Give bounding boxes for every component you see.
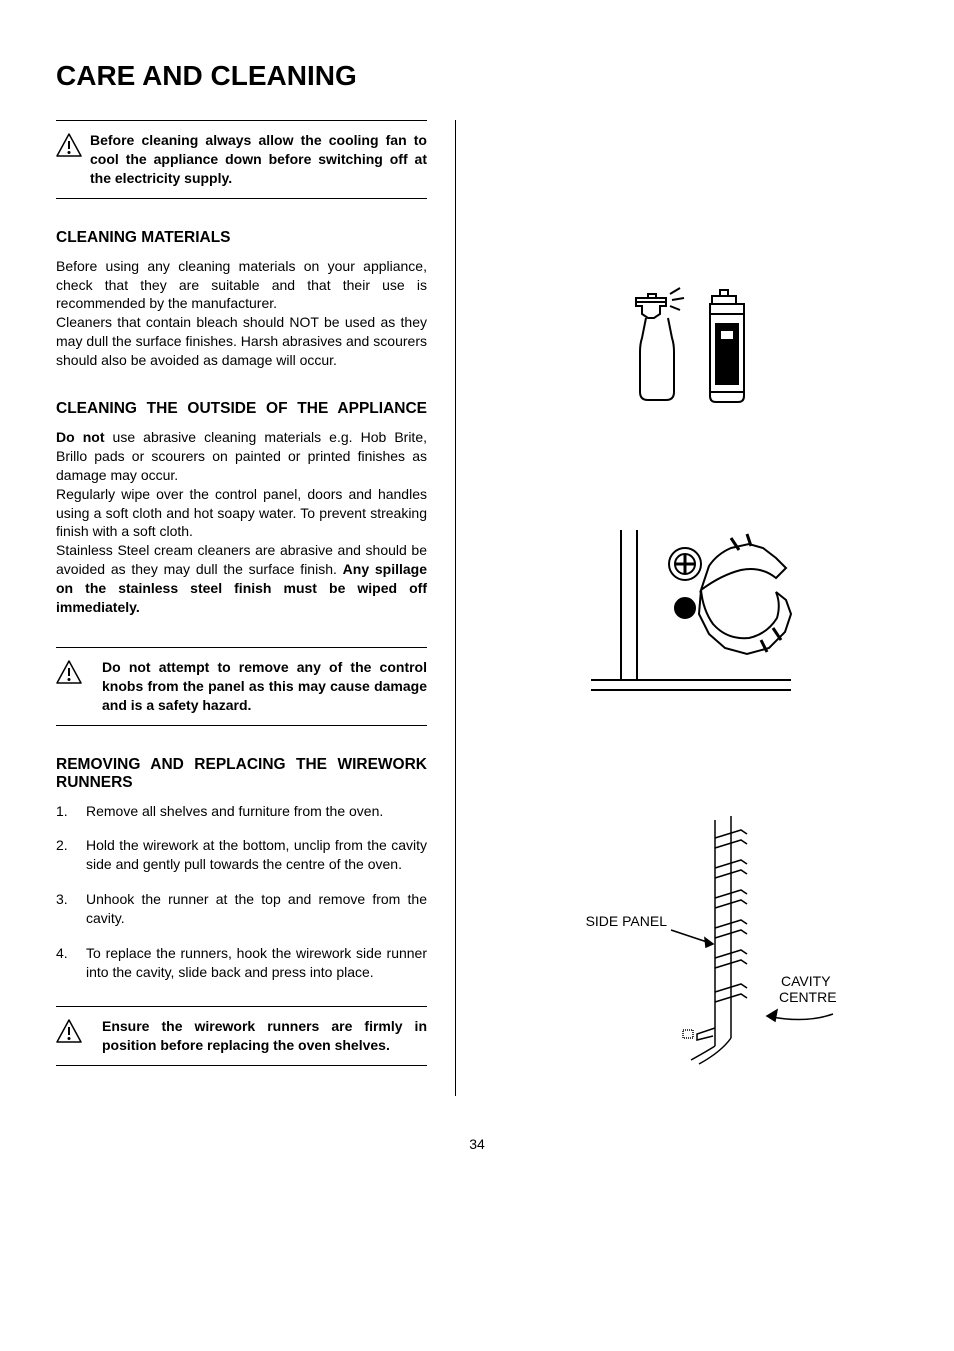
numbered-list: Remove all shelves and furniture from th… (56, 802, 427, 982)
paragraph: Before using any cleaning materials on y… (56, 258, 427, 312)
warning-control-knobs: Do not attempt to remove any of the cont… (56, 647, 427, 726)
label-side-panel: SIDE PANEL (586, 913, 668, 929)
section-cleaning-materials: CLEANING MATERIALS Before using any clea… (56, 229, 427, 370)
left-column: Before cleaning always allow the cooling… (56, 120, 456, 1096)
paragraph: Regularly wipe over the control panel, d… (56, 486, 427, 540)
section-wirework-runners: REMOVING AND REPLACING THE WIREWORK RUNN… (56, 756, 427, 982)
text-bold: Do not (56, 429, 104, 445)
section-body: Before using any cleaning materials on y… (56, 257, 427, 370)
warning-icon (56, 133, 82, 162)
section-heading: CLEANING MATERIALS (56, 229, 427, 247)
warning-wirework-position: Ensure the wirework runners are firmly i… (56, 1006, 427, 1066)
label-centre: CENTRE (779, 989, 837, 1005)
section-cleaning-outside: CLEANING THE OUTSIDE OF THE APPLIANCE Do… (56, 400, 427, 617)
list-item: Hold the wirework at the bottom, unclip … (56, 836, 427, 874)
list-item: To replace the runners, hook the wirewor… (56, 944, 427, 982)
paragraph: Cleaners that contain bleach should NOT … (56, 314, 427, 368)
list-item: Unhook the runner at the top and remove … (56, 890, 427, 928)
section-heading: REMOVING AND REPLACING THE WIREWORK RUNN… (56, 756, 427, 792)
warning-text: Do not attempt to remove any of the cont… (90, 658, 427, 715)
figure-hand-wiping (581, 520, 801, 700)
section-heading: CLEANING THE OUTSIDE OF THE APPLIANCE (56, 400, 427, 418)
figure-wirework-runner: SIDE PANEL CAVITY CENTRE (541, 810, 841, 1070)
label-cavity: CAVITY (781, 973, 831, 989)
warning-cooling-fan: Before cleaning always allow the cooling… (56, 120, 427, 199)
list-item: Remove all shelves and furniture from th… (56, 802, 427, 821)
warning-icon (56, 1019, 82, 1048)
warning-icon (56, 660, 82, 689)
page-title: CARE AND CLEANING (56, 60, 898, 92)
page-number: 34 (56, 1136, 898, 1152)
section-body: Do not use abrasive cleaning materials e… (56, 428, 427, 617)
warning-text: Ensure the wirework runners are firmly i… (90, 1017, 427, 1055)
paragraph: use abrasive cleaning materials e.g. Hob… (56, 429, 427, 483)
two-column-layout: Before cleaning always allow the cooling… (56, 120, 898, 1096)
figure-cleaning-bottles (616, 280, 766, 410)
warning-text: Before cleaning always allow the cooling… (90, 131, 427, 188)
right-column: SIDE PANEL CAVITY CENTRE (456, 120, 898, 1096)
